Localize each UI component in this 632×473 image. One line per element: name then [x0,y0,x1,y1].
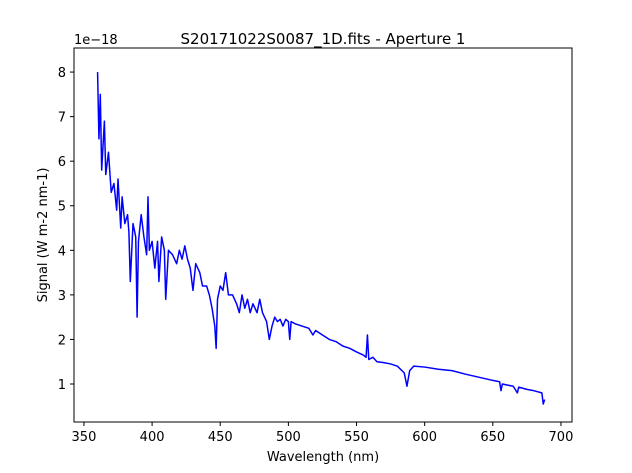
x-tick-label: 500 [276,430,301,445]
y-tick-label: 7 [58,111,66,126]
y-tick-label: 6 [58,155,66,170]
chart-title: S20171022S0087_1D.fits - Aperture 1 [181,30,466,49]
x-tick-label: 700 [549,430,574,445]
x-tick-label: 650 [480,430,505,445]
y-tick-label: 8 [58,66,66,81]
x-axis-label: Wavelength (nm) [267,450,379,465]
x-tick-label: 350 [72,430,97,445]
spectrum-line [96,72,546,405]
y-tick-label: 1 [58,378,66,393]
x-tick-label: 450 [208,430,233,445]
x-tick-label: 600 [412,430,437,445]
y-tick-label: 4 [58,244,66,259]
y-tick-label: 5 [58,200,66,215]
x-tick-label: 550 [344,430,369,445]
plot-frame [73,47,573,423]
y-tick-label: 3 [58,289,66,304]
y-offset-label: 1e−18 [74,33,118,48]
y-tick-label: 2 [58,333,66,348]
x-tick-label: 400 [140,430,165,445]
y-axis-label: Signal (W m-2 nm-1) [36,168,51,303]
